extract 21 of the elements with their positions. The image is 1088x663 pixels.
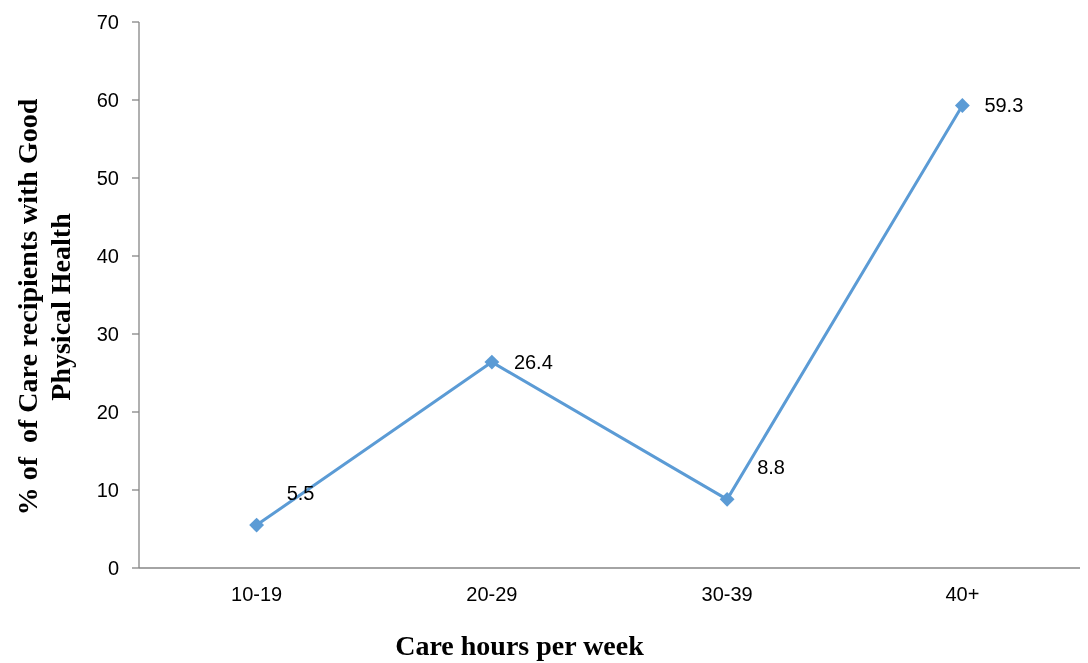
y-tick-label: 40	[96, 245, 119, 267]
y-tick-label: 10	[96, 479, 119, 501]
point	[249, 517, 265, 533]
x-tick-label: 40+	[945, 583, 980, 605]
x-tick-label: 30-39	[701, 583, 753, 605]
point	[954, 98, 970, 113]
y-axis-title: % of of Care recipients with Good Physical Health	[11, 98, 77, 516]
x-tick-label: 10-19	[231, 583, 283, 605]
y-tick-label: 30	[96, 323, 119, 345]
x-axis-title: Care hours per week	[395, 629, 645, 661]
y-tick-label: 70	[96, 11, 119, 33]
y-tick-label: 60	[96, 89, 119, 111]
data-label: 8.8	[757, 456, 785, 479]
y-tick-label: 20	[96, 401, 119, 423]
data-label: 26.4	[513, 351, 553, 374]
y-tick-label: 0	[107, 557, 119, 579]
point	[719, 491, 735, 507]
y-tick-label: 50	[96, 167, 119, 189]
x-tick-label: 20-29	[466, 583, 518, 605]
data-label: 59.3	[984, 94, 1024, 117]
point	[484, 354, 500, 370]
